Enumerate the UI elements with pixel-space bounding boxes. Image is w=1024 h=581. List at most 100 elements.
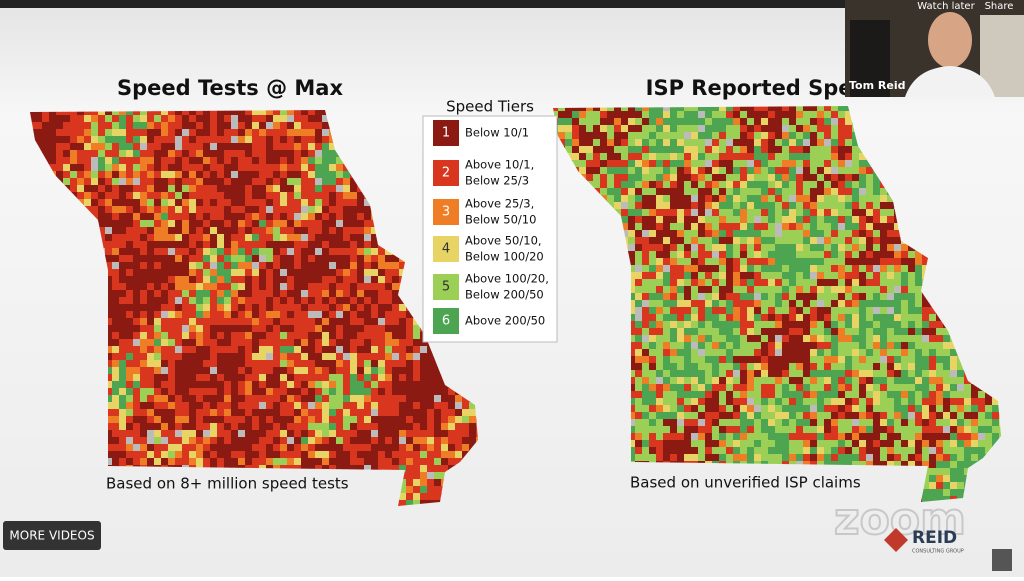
map-cell (252, 444, 260, 452)
map-cell (287, 255, 295, 263)
map-cell (371, 304, 379, 312)
map-cell (231, 178, 239, 186)
map-cell (336, 255, 344, 263)
map-cell (434, 479, 442, 487)
map-cell (252, 157, 260, 165)
map-cell (579, 111, 587, 119)
map-cell (217, 157, 225, 165)
map-cell (434, 437, 442, 445)
map-cell (371, 276, 379, 284)
map-cell (273, 192, 281, 200)
map-cell (217, 248, 225, 256)
map-cell (98, 122, 106, 130)
map-cell (371, 248, 379, 256)
map-cell (252, 458, 260, 466)
map-cell (210, 444, 218, 452)
map-cell (217, 227, 225, 235)
map-cell (343, 346, 351, 354)
map-cell (761, 195, 769, 203)
map-cell (63, 115, 71, 123)
map-cell (189, 276, 197, 284)
map-cell (259, 150, 267, 158)
map-cell (336, 325, 344, 333)
map-cell (392, 367, 400, 375)
map-cell (719, 202, 727, 210)
map-cell (775, 195, 783, 203)
map-cell (217, 346, 225, 354)
map-cell (712, 174, 720, 182)
map-cell (705, 118, 713, 126)
map-cell (593, 174, 601, 182)
map-cell (63, 136, 71, 144)
map-cell (301, 143, 309, 151)
map-cell (154, 402, 162, 410)
map-cell (140, 199, 148, 207)
map-cell (628, 202, 636, 210)
map-cell (287, 136, 295, 144)
map-cell (210, 143, 218, 151)
map-cell (726, 132, 734, 140)
map-cell (119, 220, 127, 228)
map-cell (105, 283, 113, 291)
map-cell (455, 423, 463, 431)
map-cell (210, 206, 218, 214)
map-cell (182, 192, 190, 200)
map-cell (600, 125, 608, 133)
map-cell (642, 111, 650, 119)
map-cell (140, 255, 148, 263)
map-cell (140, 110, 148, 116)
map-cell (761, 146, 769, 154)
map-cell (273, 110, 281, 116)
map-cell (831, 118, 839, 126)
map-cell (105, 192, 113, 200)
map-cell (105, 381, 113, 389)
map-cell (614, 167, 622, 175)
map-cell (336, 234, 344, 242)
map-cell (420, 409, 428, 417)
map-cell (782, 202, 790, 210)
map-cell (98, 185, 106, 193)
map-cell (817, 153, 825, 161)
map-cell (315, 122, 323, 130)
map-cell (441, 465, 449, 473)
map-cell (754, 146, 762, 154)
map-cell (845, 118, 853, 126)
map-cell (203, 262, 211, 270)
map-cell (343, 185, 351, 193)
map-cell (301, 199, 309, 207)
map-cell (196, 416, 204, 424)
map-cell (364, 234, 372, 242)
map-cell (168, 213, 176, 221)
map-cell (427, 416, 435, 424)
map-cell (698, 106, 706, 112)
map-cell (182, 360, 190, 368)
map-cell (838, 174, 846, 182)
map-cell (133, 416, 141, 424)
map-cell (789, 111, 797, 119)
map-cell (803, 174, 811, 182)
map-cell (427, 493, 435, 501)
map-cell (614, 132, 622, 140)
map-cell (161, 283, 169, 291)
map-cell (684, 125, 692, 133)
map-cell (315, 465, 323, 473)
map-cell (301, 297, 309, 305)
map-cell (343, 423, 351, 431)
map-cell (63, 143, 71, 151)
map-cell (245, 122, 253, 130)
map-cell (385, 423, 393, 431)
map-cell (238, 339, 246, 347)
map-cell (252, 164, 260, 172)
map-cell (698, 230, 706, 238)
map-cell (434, 458, 442, 466)
map-cell (147, 220, 155, 228)
map-cell (371, 332, 379, 340)
map-cell (252, 304, 260, 312)
map-cell (112, 353, 120, 361)
map-cell (175, 269, 183, 277)
map-cell (168, 360, 176, 368)
map-cell (224, 255, 232, 263)
map-cell (775, 188, 783, 196)
map-cell (287, 311, 295, 319)
map-cell (140, 416, 148, 424)
